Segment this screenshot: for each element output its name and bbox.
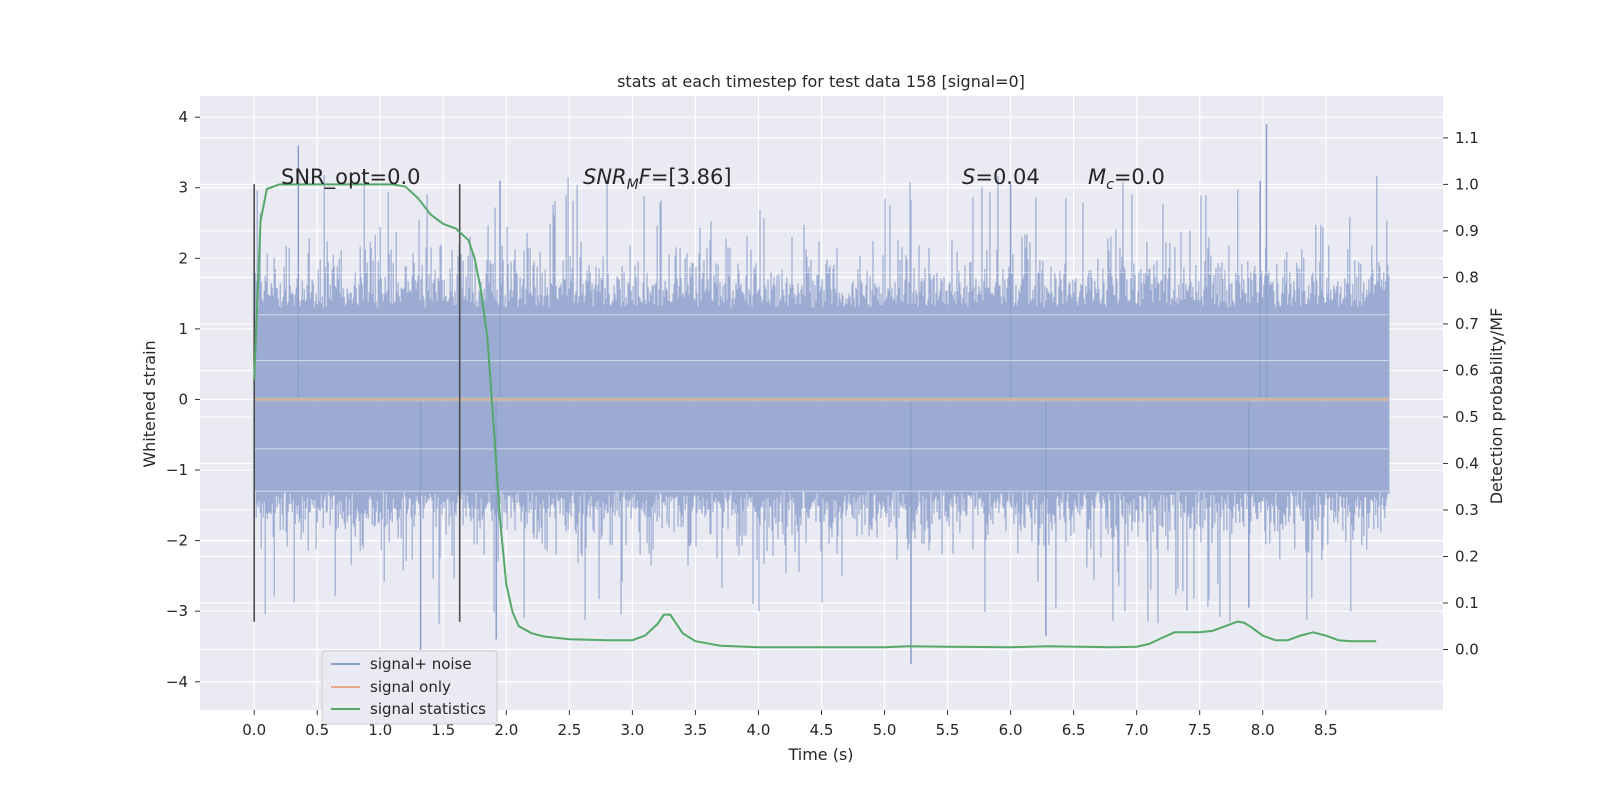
mc-value: =0.0: [1114, 165, 1165, 189]
signal-statistics-series: [253, 183, 1377, 649]
x-tick-label: 1.0: [368, 721, 392, 739]
x-tick-label: 8.5: [1314, 721, 1338, 739]
x-tick-label: 5.0: [873, 721, 897, 739]
x-tick-label: 7.5: [1188, 721, 1212, 739]
snr-mf-base: SNR: [583, 165, 627, 189]
mc-subscript: c: [1106, 177, 1114, 193]
x-tick-label: 3.0: [620, 721, 644, 739]
y2-axis-label: Detection probability/MF: [1487, 308, 1506, 505]
s-annotation: S=0.04: [962, 165, 1040, 189]
y-tick-label: 1: [178, 320, 188, 338]
snr-mf-subscript: M: [627, 177, 639, 193]
signal-statistics-line: [253, 183, 1377, 649]
y-axis-label: Whitened strain: [140, 340, 159, 467]
y-tick-label: −3: [166, 602, 188, 620]
x-tick-label: 1.5: [431, 721, 455, 739]
y-tick-label: −2: [166, 532, 188, 550]
x-tick-label: 0.5: [305, 721, 329, 739]
y2-tick-label: 0.6: [1455, 361, 1479, 379]
signal-noise-series: [253, 124, 1390, 665]
y-tick-labels: 4 3 2 1 0 −1 −2 −3 −4: [166, 108, 200, 691]
y2-tick-label: 1.0: [1455, 175, 1479, 193]
legend: signal+ noise signal only signal statist…: [321, 650, 498, 725]
y2-tick-label: 0.5: [1455, 408, 1479, 426]
y2-tick-label: 0.4: [1455, 454, 1479, 472]
y-tick-label: 4: [178, 108, 188, 126]
marker-lines: [253, 184, 461, 622]
y2-tick-label: 0.1: [1455, 594, 1479, 612]
x-tick-label: 6.0: [999, 721, 1023, 739]
y2-tick-label: 1.1: [1455, 129, 1479, 147]
x-tick-label: 5.5: [936, 721, 960, 739]
y2-tick-label: 0.7: [1455, 315, 1479, 333]
snr-mf-value: =[3.86]: [651, 165, 732, 189]
snr-mf-annotation: SNRMF=[3.86]: [583, 165, 732, 193]
x-tick-label: 0.0: [242, 721, 266, 739]
chart-title: stats at each timestep for test data 158…: [617, 72, 1025, 91]
s-value: =0.04: [975, 165, 1039, 189]
legend-box: [321, 650, 498, 725]
legend-label-signal-noise: signal+ noise: [370, 655, 472, 673]
x-tick-label: 8.0: [1251, 721, 1275, 739]
y2-tick-label: 0.2: [1455, 548, 1479, 566]
y2-tick-label: 0.0: [1455, 641, 1479, 659]
y2-tick-label: 0.9: [1455, 222, 1479, 240]
x-tick-label: 7.0: [1125, 721, 1149, 739]
y2-tick-label: 0.8: [1455, 268, 1479, 286]
x-tick-labels: 0.0 0.5 1.0 1.5 2.0 2.5 3.0 3.5 4.0 4.5 5.0 5.5 6.0 6…: [242, 710, 1338, 739]
y2-tick-label: 0.3: [1455, 501, 1479, 519]
y-tick-label: 2: [178, 249, 188, 267]
legend-label-signal-only: signal only: [370, 678, 451, 696]
snr-mf-var: F: [639, 165, 652, 189]
legend-label-signal-statistics: signal statistics: [370, 700, 486, 718]
x-tick-label: 2.0: [494, 721, 518, 739]
x-tick-label: 6.5: [1062, 721, 1086, 739]
y-tick-label: −4: [166, 673, 188, 691]
x-tick-label: 3.5: [684, 721, 708, 739]
x-tick-label: 2.5: [557, 721, 581, 739]
s-var: S: [962, 165, 975, 189]
x-tick-label: 4.5: [810, 721, 834, 739]
y-tick-label: 0: [178, 390, 188, 408]
x-axis-label: Time (s): [787, 745, 853, 764]
mc-base: M: [1088, 165, 1106, 189]
y-tick-label: −1: [166, 461, 188, 479]
mc-annotation: Mc=0.0: [1088, 165, 1165, 193]
x-tick-label: 4.0: [747, 721, 771, 739]
snr-opt-annotation: SNR_opt=0.0: [281, 165, 421, 190]
y2-tick-labels: 1.1 1.0 0.9 0.8 0.7 0.6 0.5 0.4 0.3 0.2 0.1 0.0: [1443, 129, 1479, 659]
y-tick-label: 3: [178, 179, 188, 197]
